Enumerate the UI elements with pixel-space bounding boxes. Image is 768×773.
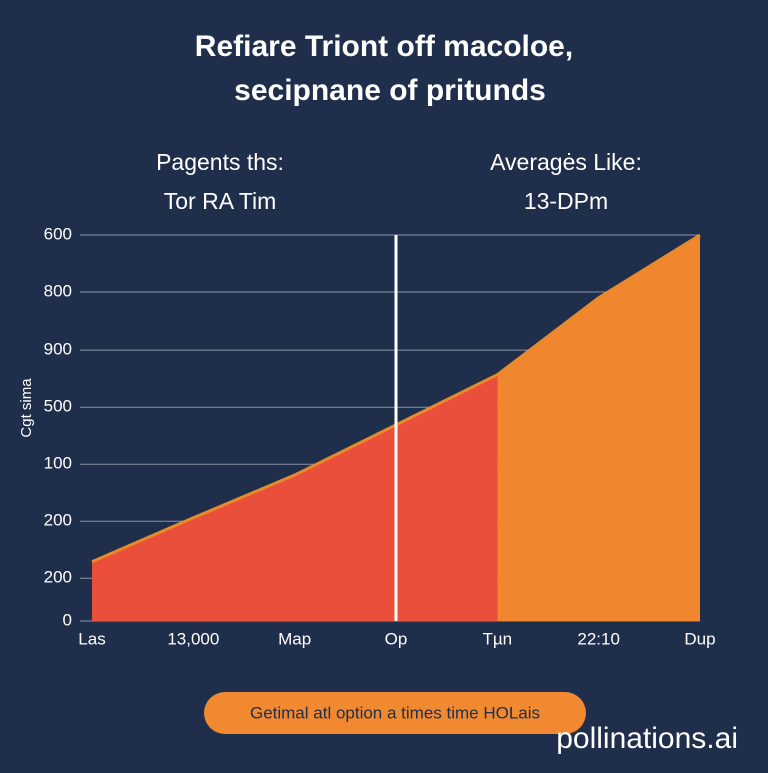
- x-tick-label: Dup: [684, 629, 715, 648]
- button[interactable]: [204, 692, 586, 734]
- y-tick-label: 900: [44, 340, 72, 359]
- area-edge: [91, 373, 498, 564]
- y-tick-label: 600: [44, 224, 72, 243]
- x-tick-label: 13,000: [167, 629, 219, 648]
- y-tick-label: 200: [44, 568, 72, 587]
- watermark: pollinations.ai: [556, 722, 738, 755]
- x-tick-label: Map: [278, 629, 311, 648]
- right-heading: 13-DPm: [524, 188, 608, 214]
- x-tick-label: Tµn: [483, 629, 513, 648]
- left-heading: Pagents ths:: [156, 149, 284, 175]
- y-tick-label: 100: [44, 454, 72, 473]
- y-tick-label: 200: [44, 511, 72, 530]
- right-heading: Averagės Like:: [490, 149, 642, 175]
- y-tick-label: 500: [44, 397, 72, 416]
- area: [497, 235, 700, 621]
- plot: 600 800 900 500 100 200 200 0 Las 13,000 Map Op Tµn 2…: [44, 224, 716, 648]
- x-tick-label: Las: [78, 629, 105, 648]
- button-label[interactable]: Getimal atl option a times time HOLais: [250, 703, 540, 722]
- y-axis-label: Cgt sima: [18, 378, 35, 438]
- title-line: secipnane of pritunds: [234, 74, 546, 107]
- y-tick-label: 0: [63, 610, 72, 629]
- x-tick-label: Op: [385, 629, 408, 648]
- left-heading: Tor RA Tim: [164, 188, 276, 214]
- title-line: Refiare Triont off macoloe,: [195, 30, 573, 63]
- y-tick-label: 800: [44, 282, 72, 301]
- area-edge: [496, 233, 701, 376]
- x-tick-label: 22:10: [577, 629, 620, 648]
